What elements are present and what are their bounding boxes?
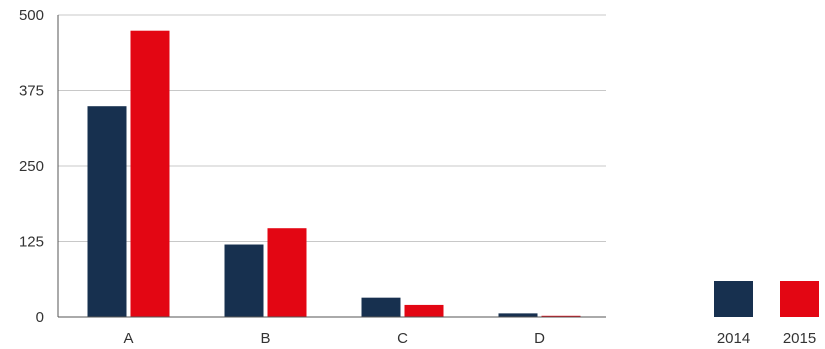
- legend: 2014 2015: [714, 281, 819, 347]
- bar-2014-C: [361, 297, 401, 317]
- y-axis: 0 125 250 375 500: [19, 7, 59, 326]
- bar-2015-D: [541, 315, 581, 317]
- legend-swatch-2015: [780, 281, 819, 317]
- bar-2015-C: [404, 304, 444, 317]
- x-axis: A B C D: [58, 316, 606, 347]
- x-tick-label: D: [534, 330, 545, 347]
- bar-2014-A: [87, 106, 127, 317]
- y-tick-label: 125: [19, 234, 44, 251]
- legend-swatch-2014: [714, 281, 753, 317]
- x-tick-label: B: [260, 330, 270, 347]
- x-tick-label: A: [123, 330, 133, 347]
- y-tick-label: 0: [36, 309, 44, 326]
- legend-label-2014: 2014: [717, 330, 750, 347]
- bar-2014-B: [224, 244, 264, 317]
- bar-2015-A: [130, 30, 170, 317]
- x-tick-label: C: [397, 330, 408, 347]
- bar-2015-B: [267, 228, 307, 317]
- y-tick-label: 250: [19, 158, 44, 175]
- bars: [87, 30, 581, 317]
- y-tick-label: 500: [19, 7, 44, 24]
- legend-label-2015: 2015: [783, 330, 816, 347]
- bar-2014-D: [498, 313, 538, 317]
- y-tick-label: 375: [19, 83, 44, 100]
